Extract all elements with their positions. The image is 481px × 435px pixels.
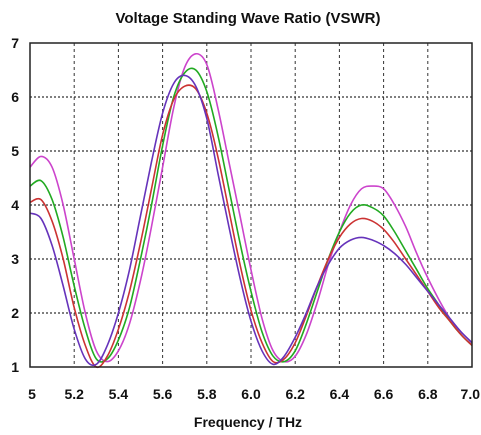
y-tick-label: 3 [11,251,19,267]
grid [30,43,472,367]
y-tick-label: 2 [11,305,19,321]
x-axis-label: Frequency / THz [194,414,302,430]
y-tick-label: 5 [11,143,19,159]
series-line-2 [29,84,473,369]
y-tick-label: 1 [11,359,19,375]
x-tick-label: 7.0 [461,386,481,402]
x-tick-label: 5 [28,386,36,402]
series-layer [29,52,473,369]
y-tick-label: 7 [11,35,19,51]
chart-title: Voltage Standing Wave Ratio (VSWR) [115,10,380,27]
x-tick-label: 5.8 [197,386,217,402]
x-tick-label: 5.2 [64,386,84,402]
y-tick-label: 6 [11,89,19,105]
y-tick-label: 4 [11,197,19,213]
x-tick-label: 6.8 [418,386,438,402]
y-axis-ticks: 1 2 3 4 5 6 7 [11,35,19,375]
series-line-1 [29,67,473,363]
x-tick-label: 6.0 [241,386,261,402]
x-tick-label: 5.6 [153,386,173,402]
x-tick-label: 5.4 [109,386,129,402]
x-tick-label: 6.6 [374,386,394,402]
x-tick-label: 6.4 [330,386,350,402]
series-line-3 [29,74,473,367]
x-axis-ticks: 5 5.2 5.4 5.6 5.8 6.0 6.2 6.4 6.6 6.8 7.0 [28,386,480,402]
x-tick-label: 6.2 [285,386,305,402]
plot-frame [29,42,473,368]
